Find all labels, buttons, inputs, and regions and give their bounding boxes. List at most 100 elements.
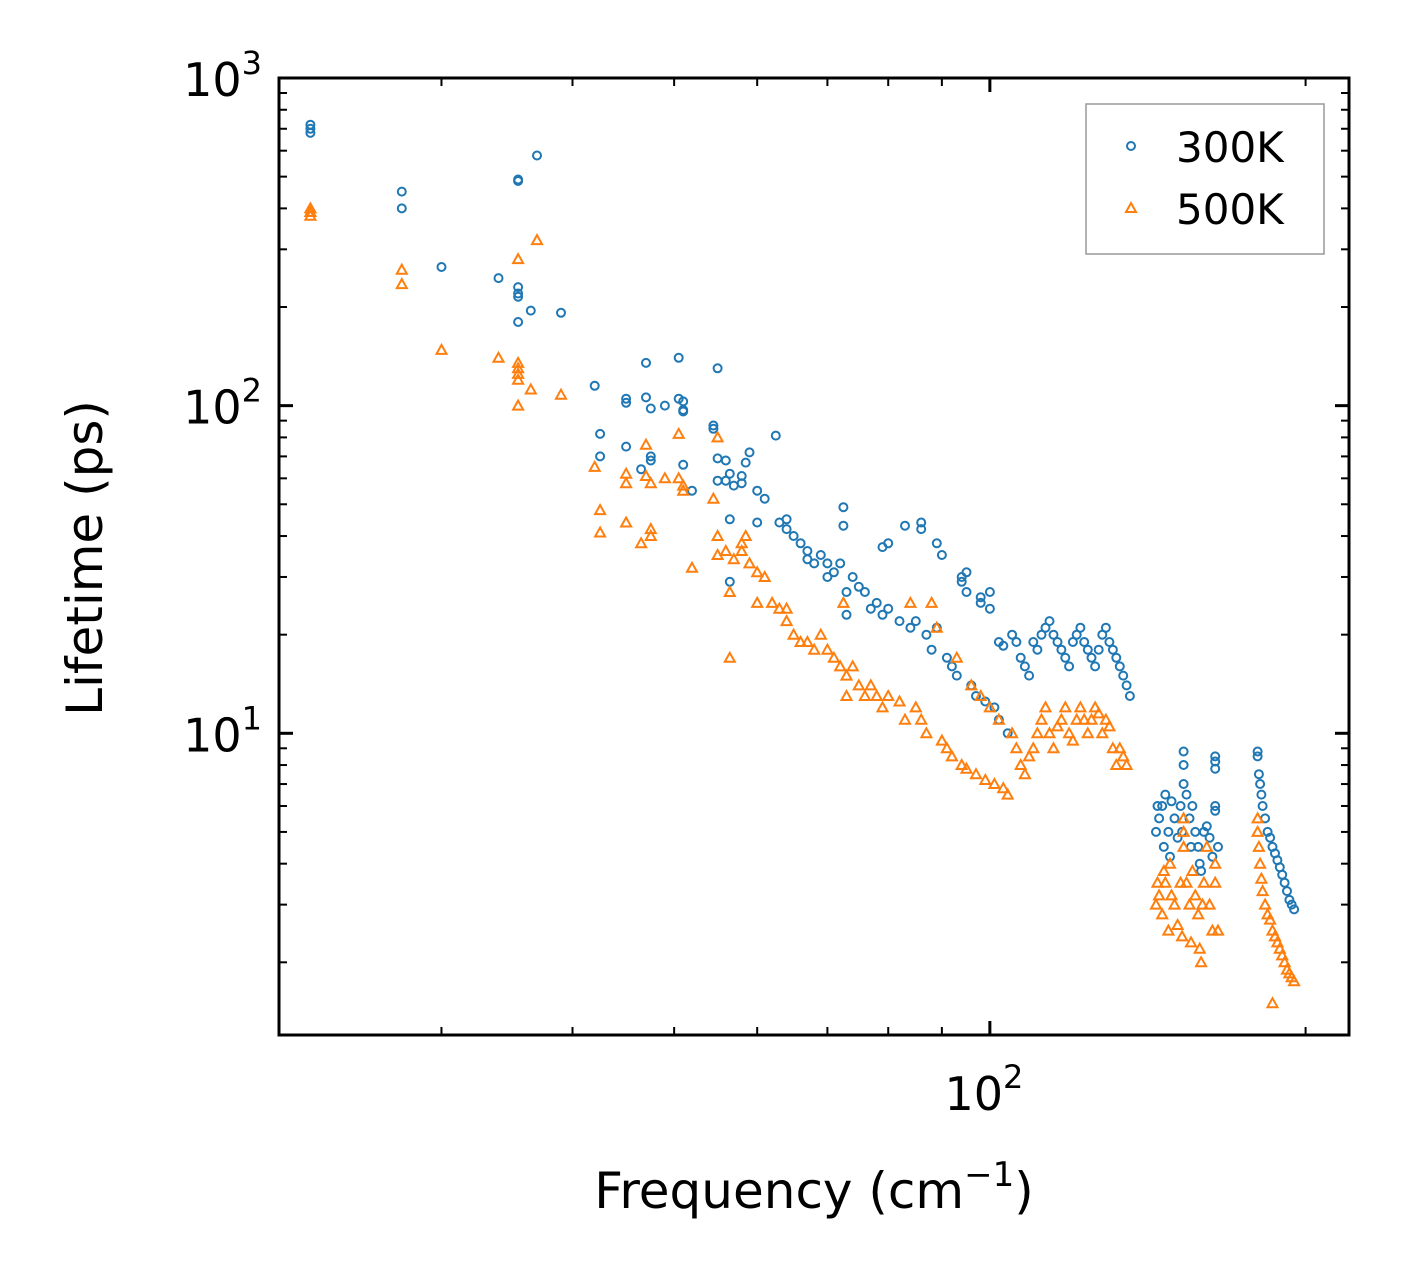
point-300k-63	[815, 550, 826, 560]
point-300k-140	[1118, 670, 1129, 681]
point-500k-137	[1175, 929, 1189, 942]
point-300k-36	[708, 420, 719, 431]
point-500k-35	[710, 430, 725, 443]
point-500k-45	[742, 556, 757, 569]
point-300k-178	[1252, 751, 1263, 762]
point-300k-128	[1075, 622, 1086, 633]
point-500k-25	[644, 476, 658, 489]
point-300k-5	[436, 262, 447, 272]
point-500k-79	[935, 733, 949, 746]
point-300k-14	[532, 150, 542, 161]
point-300k-64	[822, 558, 833, 569]
point-500k-130	[1158, 875, 1172, 888]
point-300k-66	[828, 567, 839, 578]
point-300k-168	[1201, 821, 1212, 832]
point-500k-81	[945, 749, 959, 762]
point-300k-170	[1207, 851, 1218, 862]
point-300k-149	[1163, 826, 1174, 837]
point-300k-44	[724, 514, 735, 525]
point-500k-2	[303, 204, 318, 217]
point-300k-174	[1210, 801, 1221, 811]
point-500k-107	[1058, 700, 1072, 713]
point-300k-54	[770, 430, 781, 441]
point-300k-156	[1178, 779, 1189, 789]
point-300k-177	[1252, 746, 1263, 757]
point-500k-101	[1034, 712, 1049, 725]
point-500k-150	[1197, 875, 1211, 888]
point-500k-161	[1254, 871, 1269, 884]
point-500k-119	[1102, 719, 1117, 732]
point-300k-73	[853, 581, 864, 592]
point-500k-36	[710, 528, 725, 541]
point-300k-28	[659, 400, 670, 411]
plot-area	[303, 119, 1301, 1009]
point-500k-171	[1277, 955, 1292, 968]
point-500k-175	[1287, 974, 1301, 987]
point-500k-124	[1119, 757, 1134, 770]
point-500k-149	[1195, 897, 1210, 910]
point-500k-15	[554, 387, 568, 400]
point-500k-148	[1194, 955, 1208, 968]
point-300k-121	[1048, 629, 1059, 640]
point-300k-130	[1082, 644, 1093, 655]
point-500k-98	[1022, 749, 1036, 762]
point-500k-14	[530, 233, 544, 246]
point-300k-94	[951, 670, 962, 681]
point-300k-68	[838, 502, 849, 513]
point-300k-102	[975, 592, 986, 603]
point-500k-56	[807, 642, 821, 655]
point-300k-123	[1056, 644, 1067, 655]
point-300k-173	[1210, 763, 1221, 774]
point-500k-48	[758, 569, 772, 582]
point-500k-105	[1050, 719, 1065, 732]
legend-marker-300k	[1126, 141, 1136, 151]
point-500k-128	[1155, 907, 1169, 920]
point-300k-92	[941, 652, 952, 663]
point-500k-120	[1106, 741, 1120, 754]
point-300k-0	[305, 123, 316, 134]
point-500k-97	[1018, 767, 1032, 780]
point-300k-59	[795, 538, 806, 549]
point-500k-46	[750, 595, 764, 608]
point-300k-34	[678, 459, 689, 470]
point-500k-12	[511, 398, 525, 411]
point-500k-3	[395, 262, 409, 275]
point-500k-160	[1253, 856, 1267, 869]
point-300k-113	[1015, 652, 1026, 663]
point-500k-117	[1095, 726, 1109, 739]
point-300k-23	[641, 357, 651, 368]
point-500k-41	[727, 552, 741, 565]
point-300k-89	[931, 538, 942, 549]
point-500k-111	[1073, 700, 1088, 713]
point-300k-83	[905, 622, 916, 633]
point-500k-99	[1026, 741, 1040, 754]
point-300k-124	[1060, 652, 1071, 663]
point-500k-95	[1009, 741, 1024, 754]
point-300k-151	[1166, 796, 1177, 807]
point-300k-33	[678, 406, 689, 417]
point-300k-65	[822, 572, 833, 582]
point-500k-93	[1001, 787, 1015, 800]
point-300k-86	[916, 524, 927, 535]
point-300k-52	[752, 485, 763, 496]
point-500k-89	[983, 700, 997, 713]
point-500k-108	[1062, 726, 1076, 739]
point-300k-154	[1175, 801, 1186, 811]
point-300k-10	[513, 288, 524, 299]
point-300k-40	[712, 475, 723, 486]
point-500k-33	[685, 560, 699, 573]
point-300k-45	[724, 576, 735, 587]
legend-marker-500k	[1124, 200, 1138, 213]
y-axis-label: Lifetime (ps)	[56, 400, 114, 716]
point-500k-131	[1161, 923, 1176, 936]
point-500k-126	[1150, 875, 1165, 888]
x-axis-label-close: )	[1014, 1162, 1034, 1220]
point-300k-169	[1204, 832, 1215, 843]
point-300k-101	[975, 597, 986, 608]
point-500k-152	[1202, 897, 1217, 910]
point-500k-84	[959, 761, 974, 774]
point-500k-75	[914, 712, 928, 725]
point-300k-80	[883, 603, 894, 614]
point-500k-113	[1081, 726, 1095, 739]
point-300k-72	[847, 572, 858, 582]
